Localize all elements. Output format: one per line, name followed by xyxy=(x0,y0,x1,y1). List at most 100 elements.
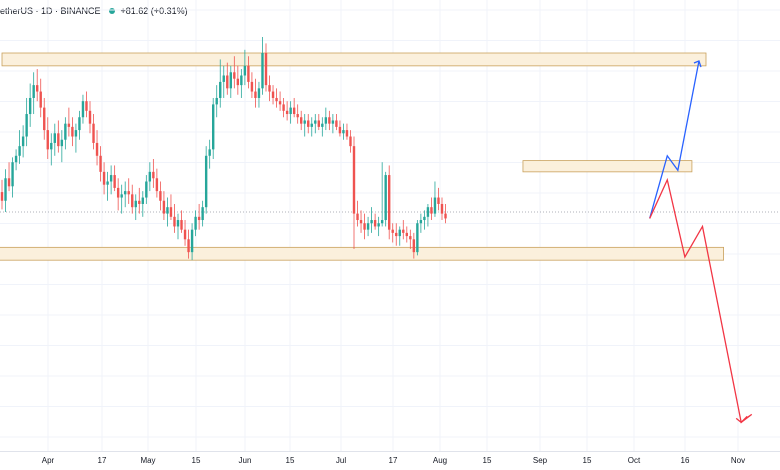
x-tick-label: Aug xyxy=(432,456,448,465)
candle-body xyxy=(363,223,366,230)
candle-body xyxy=(444,213,447,219)
candle-body xyxy=(81,101,85,118)
candle-body xyxy=(300,117,303,124)
candle-body xyxy=(88,110,92,124)
candle-body xyxy=(85,101,88,111)
x-tick-label: 15 xyxy=(191,456,201,465)
candle-body xyxy=(426,207,430,217)
candle-body xyxy=(39,91,42,108)
candle-body xyxy=(409,236,412,240)
candle-body xyxy=(46,130,49,150)
candle-body xyxy=(324,117,328,124)
candle-body xyxy=(57,133,60,147)
lower-support-zone xyxy=(0,246,725,261)
candle-body xyxy=(233,72,236,79)
candle-body xyxy=(141,197,144,204)
candle-body xyxy=(250,81,254,92)
candle-body xyxy=(4,178,7,201)
candle-body xyxy=(102,171,106,185)
candle-body xyxy=(398,229,401,237)
candle-body xyxy=(159,191,162,201)
candle-body xyxy=(345,130,349,137)
candle-body xyxy=(187,239,190,253)
candle-body xyxy=(50,142,53,150)
candle-body xyxy=(180,220,183,230)
candle-body xyxy=(106,181,109,185)
candle-body xyxy=(18,146,21,156)
x-tick-label: 15 xyxy=(582,456,592,465)
x-tick-label: Jul xyxy=(335,456,347,465)
candle-body xyxy=(53,133,56,143)
candle-body xyxy=(338,126,342,134)
candle-body xyxy=(134,200,137,208)
candle-body xyxy=(405,232,408,237)
candle-body xyxy=(423,216,426,221)
x-tick-label: 15 xyxy=(285,456,295,465)
candle-body xyxy=(219,81,222,98)
candle-body xyxy=(335,120,338,127)
candle-body xyxy=(113,175,116,188)
candle-body xyxy=(331,120,335,124)
candle-body xyxy=(310,123,313,127)
candle-body xyxy=(204,155,208,208)
x-tick-label: May xyxy=(140,456,156,465)
candle-body xyxy=(78,117,81,131)
candle-body xyxy=(212,104,215,150)
candle-body xyxy=(296,114,299,118)
bullish-projection xyxy=(649,60,700,219)
bearish-arrowhead xyxy=(735,415,748,424)
candle-body xyxy=(440,203,444,214)
candle-body xyxy=(307,120,310,127)
candle-body xyxy=(430,207,433,214)
candle-body xyxy=(208,149,211,156)
x-tick-label: Jun xyxy=(238,456,252,465)
candle-body xyxy=(254,91,257,98)
candle-body xyxy=(226,75,229,89)
candle-body xyxy=(278,101,282,105)
candle-body xyxy=(437,197,440,204)
x-tick-label: Nov xyxy=(730,456,746,465)
candle-body xyxy=(32,85,35,98)
time-axis[interactable]: Apr 17 May 15 Jun 15 Jul 17 Aug 15 Sep 15 Oct 16 Nov xyxy=(0,451,780,470)
candle-body xyxy=(264,53,268,86)
candle-body xyxy=(285,110,289,115)
candle-body xyxy=(282,104,285,111)
candle-body xyxy=(317,120,320,127)
candle-body xyxy=(215,97,218,105)
candle-body xyxy=(433,197,437,214)
candle-body xyxy=(268,85,271,92)
candle-body xyxy=(145,181,148,198)
candle-body xyxy=(342,130,345,134)
x-tick-label: 17 xyxy=(97,456,107,465)
candle-body xyxy=(155,178,159,192)
candle-body xyxy=(412,239,416,253)
candle-body xyxy=(247,65,250,82)
candle-body xyxy=(190,229,194,253)
candle-body xyxy=(395,232,398,237)
candle-body xyxy=(169,207,173,217)
candle-body xyxy=(303,120,306,124)
candle-body xyxy=(14,155,18,163)
candle-body xyxy=(352,146,356,214)
candle-body xyxy=(138,200,141,204)
candle-body xyxy=(127,191,130,195)
candle-body xyxy=(366,223,370,230)
x-tick-label: 17 xyxy=(388,456,398,465)
candle-body xyxy=(99,155,102,172)
candle-body xyxy=(314,120,317,124)
candle-body xyxy=(391,229,394,233)
candle-body xyxy=(183,229,187,240)
candle-body xyxy=(120,194,123,198)
candle-body xyxy=(240,75,243,86)
candle-body xyxy=(419,220,423,224)
candle-body xyxy=(370,220,373,224)
candle-body xyxy=(162,200,166,214)
candle-body xyxy=(148,171,152,182)
candle-body xyxy=(275,97,278,102)
candle-body xyxy=(124,191,127,195)
chart-header: etherUS · 1D · BINANCE +81.62 (+0.31%) xyxy=(0,4,188,18)
candle-body xyxy=(380,220,384,224)
candle-body xyxy=(95,142,99,156)
candle-body xyxy=(289,107,292,115)
